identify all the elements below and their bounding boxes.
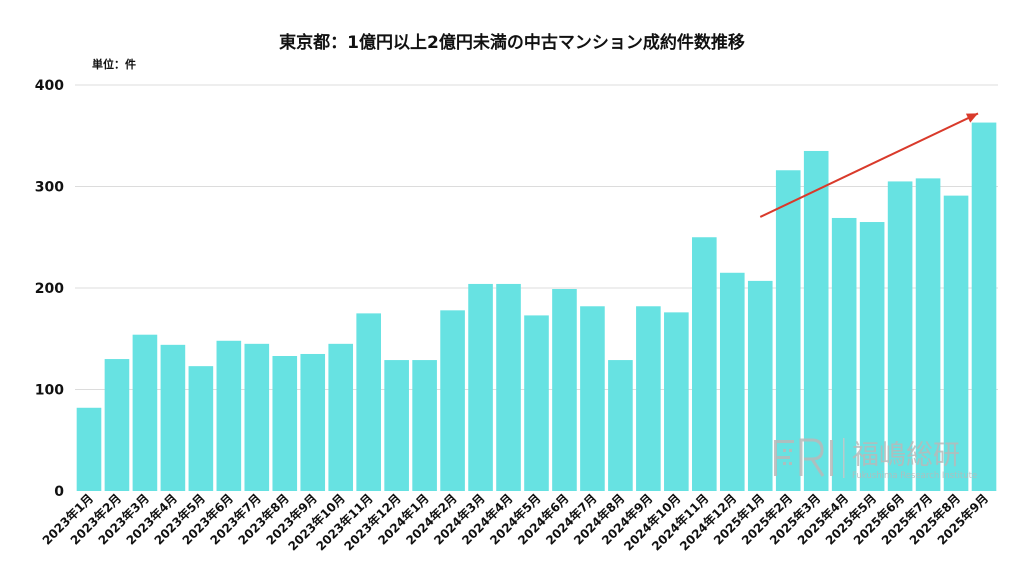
- bar: [328, 343, 354, 491]
- bar: [76, 407, 102, 491]
- bar: [887, 181, 913, 491]
- y-tick-label: 300: [35, 180, 64, 196]
- bar: [636, 306, 661, 491]
- bar: [859, 222, 885, 491]
- watermark: 福嶋総研 Fukushima Research Institute: [774, 438, 977, 481]
- bar: [692, 237, 717, 491]
- bar: [440, 310, 465, 491]
- y-tick-label: 200: [35, 281, 64, 297]
- bar: [943, 195, 969, 491]
- chart-title: 東京都：1億円以上2億円未満の中古マンション成約件数推移: [279, 32, 745, 53]
- bar: [132, 334, 158, 491]
- bar: [272, 356, 298, 491]
- bar: [244, 343, 270, 491]
- bar: [188, 366, 214, 491]
- x-axis: 2023年1月2023年2月2023年3月2023年4月2023年5月2023年…: [39, 491, 991, 554]
- trend-arrow-head: [965, 113, 979, 123]
- fri-logo-icon: [774, 438, 845, 478]
- unit-label: 単位：件: [92, 57, 136, 71]
- watermark-name: 福嶋総研: [852, 440, 960, 471]
- bar: [803, 150, 829, 491]
- bar: [719, 272, 745, 491]
- watermark-subtitle: Fukushima Research Institute: [852, 471, 977, 481]
- bar: [300, 353, 326, 491]
- bar: [580, 306, 605, 491]
- y-tick-label: 100: [35, 383, 64, 399]
- bar: [104, 359, 130, 491]
- bar: [384, 360, 409, 491]
- bar: [915, 178, 941, 491]
- bar: [971, 122, 997, 491]
- y-tick-label: 0: [54, 484, 64, 500]
- bar: [524, 315, 549, 491]
- bar: [664, 312, 689, 491]
- bar: [160, 344, 186, 491]
- bar: [356, 313, 381, 492]
- y-axis: 0 100 200 300 400: [35, 78, 64, 500]
- bar: [608, 360, 633, 491]
- trend-arrow-line: [759, 112, 979, 218]
- y-tick-label: 400: [35, 78, 64, 94]
- bar: [216, 340, 242, 491]
- bar: [552, 289, 577, 491]
- bar: [747, 280, 773, 491]
- bars: [76, 122, 997, 492]
- bar: [412, 360, 437, 491]
- trend-arrow: [759, 112, 979, 218]
- bar: [496, 283, 521, 491]
- bar: [468, 283, 493, 491]
- bar: [775, 170, 801, 491]
